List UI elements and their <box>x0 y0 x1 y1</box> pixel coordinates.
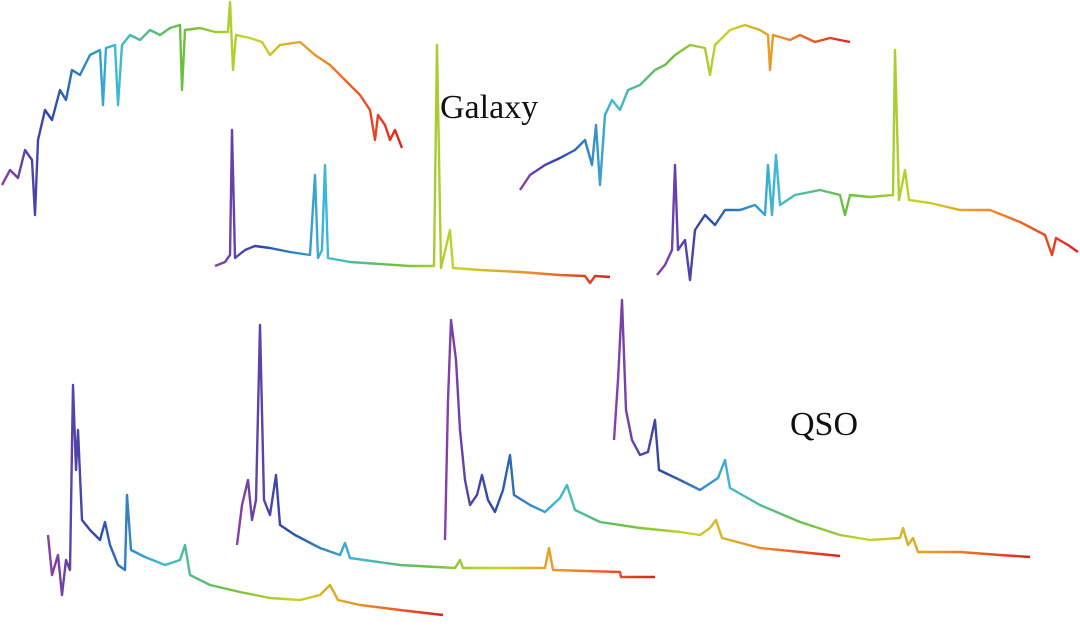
galaxy-spectrum <box>214 43 611 285</box>
galaxy-label: Galaxy <box>440 89 538 126</box>
galaxy-spectrum <box>519 23 851 191</box>
qso-label: QSO <box>790 406 858 443</box>
qso-spectra: QSO <box>46 298 1031 617</box>
galaxy-spectrum <box>0 0 404 217</box>
qso-spectrum <box>46 383 444 617</box>
galaxy-spectrum <box>656 48 1079 282</box>
qso-spectrum <box>235 323 655 579</box>
galaxy-spectra: Galaxy <box>0 0 1079 285</box>
qso-spectrum <box>612 298 1031 559</box>
qso-spectrum <box>443 318 841 558</box>
